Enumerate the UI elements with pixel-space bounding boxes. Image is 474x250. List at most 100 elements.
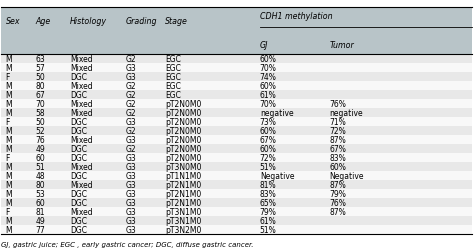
Text: G3: G3 [126,153,137,162]
Text: M: M [6,64,12,73]
Text: Mixed: Mixed [70,180,93,189]
Text: EGC: EGC [165,55,181,64]
Text: 87%: 87% [329,180,346,189]
Text: CDH1 methylation: CDH1 methylation [260,12,332,21]
Text: M: M [6,144,12,153]
Bar [1,36,472,55]
Text: Age: Age [36,18,51,26]
Text: G3: G3 [126,136,137,144]
Text: M: M [6,171,12,180]
Text: Negative: Negative [260,171,294,180]
Text: pT2N0M0: pT2N0M0 [165,153,201,162]
Bar [1,144,472,153]
Text: DGC: DGC [70,171,87,180]
Text: 81: 81 [36,207,45,216]
Text: 60%: 60% [329,162,346,171]
Text: DGC: DGC [70,118,87,126]
Text: 53: 53 [36,189,46,198]
Text: pT3N0M0: pT3N0M0 [165,162,201,171]
Text: M: M [6,55,12,64]
Text: Tumor: Tumor [329,41,354,50]
Bar [1,216,472,225]
Text: Histology: Histology [70,18,107,26]
Bar [1,207,472,216]
Text: G3: G3 [126,207,137,216]
Text: 60: 60 [36,153,46,162]
Text: G3: G3 [126,73,137,82]
Text: G3: G3 [126,64,137,73]
Text: Stage: Stage [165,18,188,26]
Text: EGC: EGC [165,73,181,82]
Text: M: M [6,162,12,171]
Text: Mixed: Mixed [70,207,93,216]
Text: 70%: 70% [260,100,277,109]
Text: 87%: 87% [329,207,346,216]
Text: 48: 48 [36,171,45,180]
Text: pT2N0M0: pT2N0M0 [165,144,201,153]
Text: DGC: DGC [70,153,87,162]
Text: pT3N1M0: pT3N1M0 [165,216,201,225]
Text: Negative: Negative [329,171,364,180]
Text: G3: G3 [126,118,137,126]
Text: negative: negative [329,108,363,118]
Text: pT2N1M0: pT2N1M0 [165,198,201,207]
Text: 80: 80 [36,180,45,189]
Text: 76%: 76% [329,100,346,109]
Text: DGC: DGC [70,91,87,100]
Text: 76%: 76% [329,198,346,207]
Text: 80: 80 [36,82,45,91]
Text: 60: 60 [36,198,46,207]
Text: DGC: DGC [70,225,87,234]
Text: G2: G2 [126,126,136,136]
Text: 79%: 79% [260,207,277,216]
Text: G2: G2 [126,82,136,91]
Text: Mixed: Mixed [70,162,93,171]
Text: 76: 76 [36,136,46,144]
Bar [1,100,472,108]
Bar [1,225,472,234]
Text: G2: G2 [126,100,136,109]
Text: DGC: DGC [70,216,87,225]
Text: F: F [6,73,10,82]
Text: 58: 58 [36,108,45,118]
Text: GJ: GJ [260,41,268,50]
Text: 50: 50 [36,118,46,126]
Text: DGC: DGC [70,189,87,198]
Text: G3: G3 [126,171,137,180]
Text: G2: G2 [126,144,136,153]
Text: 77: 77 [36,225,46,234]
Text: 57: 57 [36,64,46,73]
Text: pT2N0M0: pT2N0M0 [165,108,201,118]
Text: 70%: 70% [260,64,277,73]
Bar [1,55,472,64]
Text: 71%: 71% [329,118,346,126]
Text: pT2N1M0: pT2N1M0 [165,180,201,189]
Bar [1,126,472,136]
Text: 67%: 67% [329,144,346,153]
Text: DGC: DGC [70,144,87,153]
Text: 60%: 60% [260,126,277,136]
Text: Mixed: Mixed [70,136,93,144]
Text: 63: 63 [36,55,46,64]
Text: G2: G2 [126,55,136,64]
Bar [1,82,472,91]
Text: Mixed: Mixed [70,82,93,91]
Text: 79%: 79% [329,189,346,198]
Text: 83%: 83% [329,153,346,162]
Text: M: M [6,91,12,100]
Text: M: M [6,108,12,118]
Text: 51%: 51% [260,225,276,234]
Text: pT3N2M0: pT3N2M0 [165,225,201,234]
Text: G2: G2 [126,108,136,118]
Text: 67: 67 [36,91,46,100]
Text: 50: 50 [36,73,46,82]
Text: GJ, gastric juice; EGC , early gastric cancer; DGC, diffuse gastric cancer.: GJ, gastric juice; EGC , early gastric c… [1,241,254,247]
Bar [1,109,472,118]
Text: DGC: DGC [70,126,87,136]
Text: DGC: DGC [70,73,87,82]
Text: pT2N0M0: pT2N0M0 [165,126,201,136]
Text: pT2N0M0: pT2N0M0 [165,136,201,144]
Text: 60%: 60% [260,82,277,91]
Text: G3: G3 [126,180,137,189]
Text: 87%: 87% [329,136,346,144]
